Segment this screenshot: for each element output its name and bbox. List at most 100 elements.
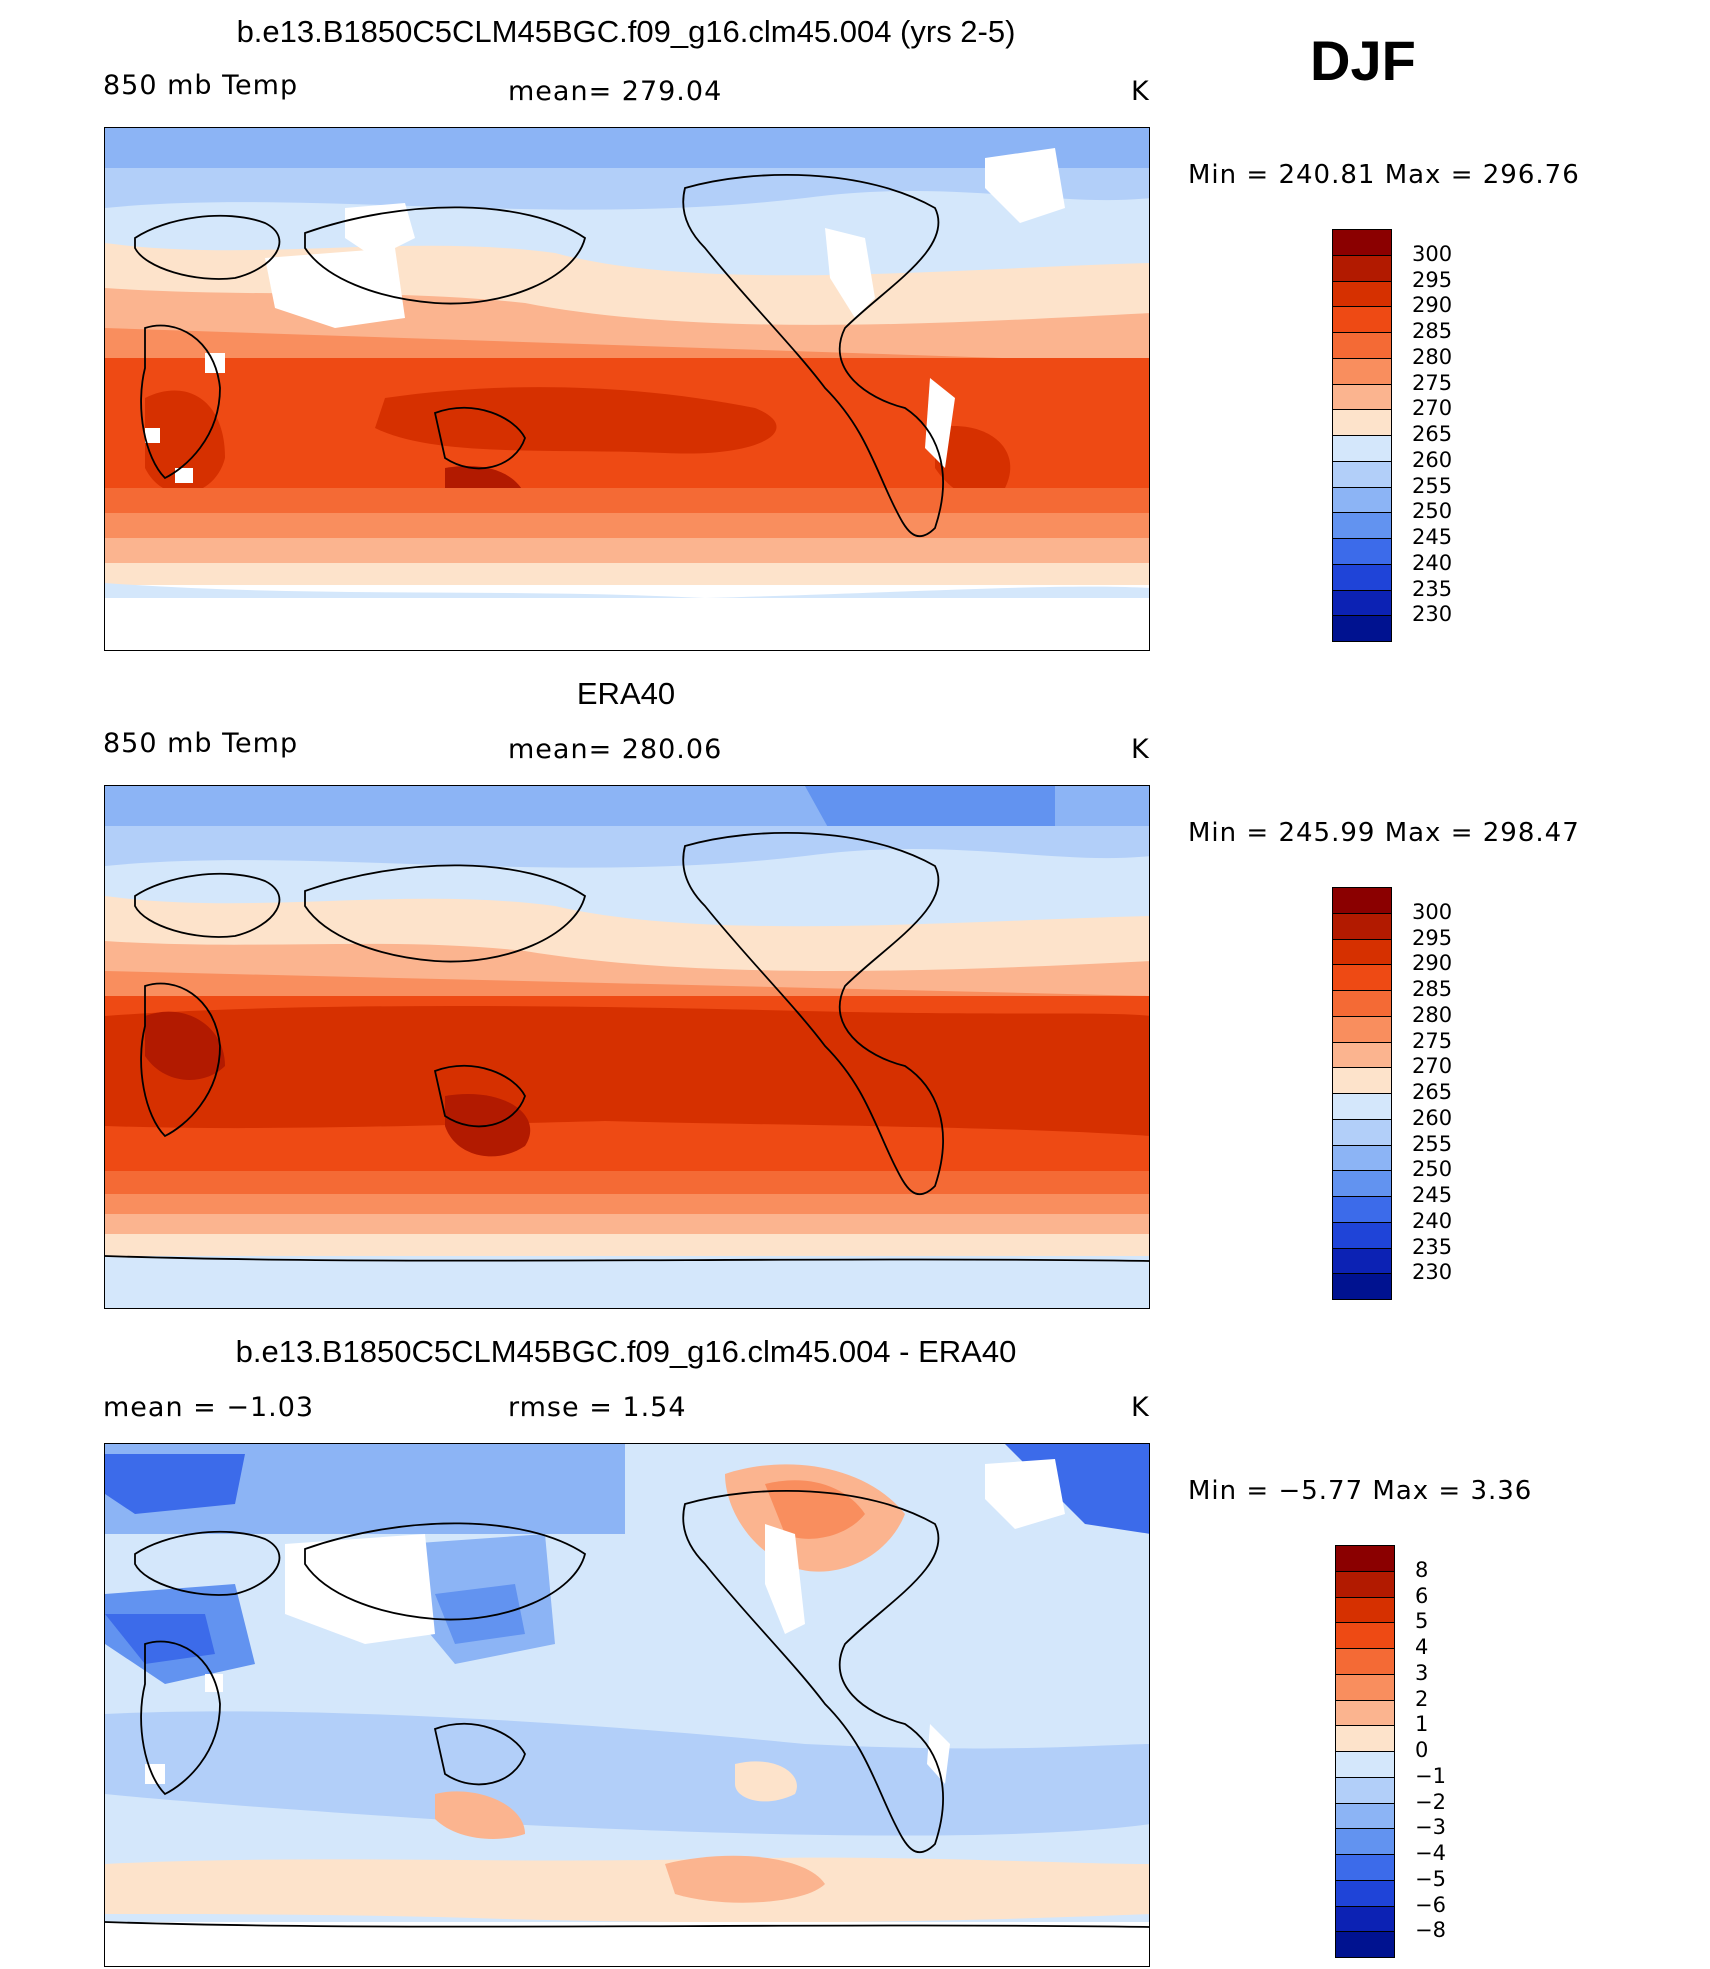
colorbar-swatch: [1332, 1196, 1392, 1223]
colorbar-swatch: [1335, 1931, 1395, 1958]
colorbar: 300 295 290 285 280 275 270 265 260 255 250 245 240 2…: [1332, 229, 1492, 642]
colorbar-swatch: [1332, 1118, 1392, 1146]
colorbar-tick-label: −1: [1415, 1763, 1446, 1788]
colorbar-swatch: [1335, 1828, 1395, 1855]
colorbar-swatch: [1332, 912, 1392, 940]
colorbar-swatch: [1332, 1015, 1392, 1043]
colorbar-swatch: [1335, 1648, 1395, 1675]
colorbar-tick-label: 6: [1415, 1583, 1429, 1608]
colorbar-tick-label: 235: [1412, 576, 1453, 601]
colorbar-swatch: [1332, 512, 1392, 539]
colorbar-tick-label: 245: [1412, 1183, 1453, 1207]
colorbar-tick-label: 295: [1412, 267, 1453, 292]
colorbar-swatch: [1332, 460, 1392, 488]
colorbar-tick-label: 3: [1415, 1660, 1429, 1685]
colorbar-swatch: [1335, 1854, 1395, 1881]
colorbar-tick-label: −4: [1415, 1841, 1446, 1865]
colorbar-swatch: [1332, 538, 1392, 565]
colorbar-swatch: [1332, 589, 1392, 617]
rmse-label: rmse = 1.54: [508, 1392, 687, 1423]
colorbar-tick-label: 4: [1415, 1635, 1429, 1659]
colorbar-tick-label: 290: [1412, 951, 1453, 976]
panel-title: ERA40: [576, 676, 676, 711]
colorbar-swatch: [1332, 383, 1392, 411]
colorbar: 300 295 290 285 280 275 270 265 260 255 250 245 240 2…: [1332, 887, 1492, 1300]
colorbar-swatch: [1335, 1905, 1395, 1933]
colorbar-swatch: [1332, 1067, 1392, 1094]
colorbar-tick-label: 255: [1412, 1131, 1453, 1156]
colorbar-tick-label: 0: [1415, 1738, 1429, 1762]
colorbar-swatch: [1332, 229, 1392, 256]
colorbar-swatch: [1332, 332, 1392, 359]
colorbar-tick-label: 235: [1412, 1234, 1453, 1259]
colorbar-tick-label: −2: [1415, 1789, 1446, 1814]
colorbar-tick-label: 285: [1412, 977, 1453, 1001]
colorbar-swatch: [1335, 1879, 1395, 1907]
colorbar-tick-label: 240: [1412, 550, 1453, 575]
colorbar-tick-label: 240: [1412, 1208, 1453, 1233]
temperature-field-map: [105, 128, 1149, 650]
colorbar-swatch: [1332, 1273, 1392, 1300]
colorbar-swatch: [1335, 1725, 1395, 1752]
colorbar-swatch: [1332, 615, 1392, 642]
minmax-label: Min = −5.77 Max = 3.36: [1188, 1476, 1533, 1506]
colorbar-swatch: [1332, 435, 1392, 462]
colorbar-swatch: [1332, 306, 1392, 333]
colorbar-tick-label: 260: [1412, 1105, 1453, 1130]
panel-title: b.e13.B1850C5CLM45BGC.f09_g16.clm45.004 …: [236, 14, 1016, 49]
colorbar-swatch: [1332, 409, 1392, 436]
colorbar-tick-label: 300: [1412, 241, 1453, 266]
map-panel-model: [104, 127, 1150, 651]
colorbar-tick-label: 245: [1412, 525, 1453, 549]
mean-value: mean= 280.06: [508, 734, 723, 765]
colorbar-swatch: [1335, 1776, 1395, 1804]
colorbar-swatch: [1332, 280, 1392, 308]
colorbar-tick-label: 5: [1415, 1609, 1429, 1634]
colorbar-swatch: [1335, 1545, 1395, 1572]
colorbar-tick-label: −3: [1415, 1815, 1446, 1840]
colorbar-swatch: [1332, 1247, 1392, 1275]
colorbar-swatch: [1335, 1622, 1395, 1649]
colorbar-swatch: [1332, 1041, 1392, 1069]
colorbar-tick-label: 280: [1412, 1002, 1453, 1027]
colorbar: 8 6 5 4 3 2 1 0 −1 −2 −3 −4 −5 −6 −8: [1335, 1545, 1495, 1958]
colorbar-swatch: [1335, 1596, 1395, 1624]
colorbar-tick-label: −6: [1415, 1892, 1446, 1917]
colorbar-tick-label: 270: [1412, 1054, 1453, 1079]
colorbar-tick-label: 260: [1412, 447, 1453, 472]
colorbar-swatch: [1332, 964, 1392, 991]
colorbar-swatch: [1332, 1093, 1392, 1120]
units-label: K: [1131, 1392, 1150, 1423]
colorbar-swatch: [1332, 254, 1392, 282]
colorbar-tick-label: 265: [1412, 1080, 1453, 1104]
difference-field-map: [105, 1444, 1149, 1966]
colorbar-tick-label: 275: [1412, 1028, 1453, 1053]
field-label: 850 mb Temp: [103, 728, 299, 759]
colorbar-tick-label: 280: [1412, 344, 1453, 369]
colorbar-tick-label: 250: [1412, 499, 1453, 524]
season-label: DJF: [1310, 29, 1416, 92]
colorbar-swatch: [1335, 1570, 1395, 1598]
colorbar-swatch: [1332, 1170, 1392, 1197]
colorbar-tick-label: 285: [1412, 319, 1453, 343]
map-panel-diff: [104, 1443, 1150, 1967]
colorbar-tick-label: 1: [1415, 1712, 1429, 1737]
colorbar-tick-label: 270: [1412, 396, 1453, 421]
colorbar-swatch: [1332, 938, 1392, 966]
panel-title: b.e13.B1850C5CLM45BGC.f09_g16.clm45.004 …: [235, 1334, 1017, 1369]
colorbar-tick-label: −5: [1415, 1866, 1446, 1891]
colorbar-swatch: [1332, 486, 1392, 514]
colorbar-tick-label: 275: [1412, 370, 1453, 395]
colorbar-swatch: [1335, 1802, 1395, 1830]
colorbar-swatch: [1332, 563, 1392, 591]
mean-label: mean = −1.03: [103, 1392, 315, 1423]
units-label: K: [1131, 76, 1150, 107]
colorbar-tick-label: 265: [1412, 422, 1453, 446]
colorbar-tick-label: 255: [1412, 473, 1453, 498]
colorbar-swatch: [1332, 887, 1392, 914]
minmax-label: Min = 245.99 Max = 298.47: [1188, 818, 1580, 848]
colorbar-swatch: [1332, 990, 1392, 1017]
colorbar-tick-label: 300: [1412, 899, 1453, 924]
colorbar-tick-label: 290: [1412, 293, 1453, 318]
map-panel-obs: [104, 785, 1150, 1309]
